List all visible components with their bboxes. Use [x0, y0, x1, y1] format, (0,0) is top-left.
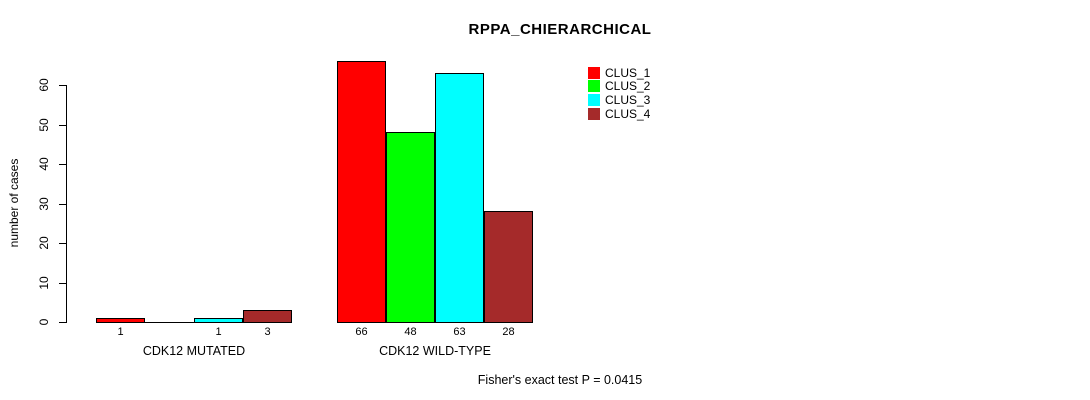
y-axis-tick [59, 125, 66, 126]
bar-clus-2-cdk12-mutated [145, 322, 194, 323]
bar-value-label: 66 [355, 326, 368, 338]
legend-item-clus-1: CLUS_1 [588, 66, 650, 80]
legend-item-clus-3: CLUS_3 [588, 93, 650, 107]
y-axis-tick-label: 10 [37, 276, 51, 290]
chart-title: RPPA_CHIERARCHICAL [468, 21, 652, 38]
bar-clus-4-cdk12-mutated [243, 310, 292, 323]
y-axis-title: number of cases [7, 158, 21, 248]
y-axis-tick [59, 243, 66, 244]
bar-value-label: 63 [453, 326, 466, 338]
legend-swatch-clus-4 [588, 107, 600, 120]
bar-clus-2-cdk12-wild-type [386, 132, 435, 323]
y-axis-tick-label: 40 [37, 157, 51, 171]
y-axis-tick-label: 60 [37, 78, 51, 92]
x-category-label: CDK12 WILD-TYPE [379, 344, 491, 358]
fisher-test-annotation: Fisher's exact test P = 0.0415 [477, 373, 643, 387]
legend-label-clus-3: CLUS_3 [605, 92, 651, 107]
bar-value-label: 28 [502, 326, 515, 338]
y-axis-tick-label: 50 [37, 118, 51, 132]
y-axis-line [66, 85, 67, 323]
y-axis-tick-label: 0 [37, 318, 51, 326]
legend-swatch-clus-1 [588, 66, 600, 79]
y-axis-tick [59, 204, 66, 205]
bar-value-label: 1 [117, 326, 124, 338]
legend-item-clus-2: CLUS_2 [588, 80, 650, 94]
bar-clus-3-cdk12-mutated [194, 318, 243, 323]
y-axis-tick-label: 30 [37, 197, 51, 211]
bar-clus-4-cdk12-wild-type [484, 211, 533, 323]
y-axis-tick [59, 322, 66, 323]
y-axis-tick [59, 164, 66, 165]
y-axis-tick [59, 85, 66, 86]
legend-swatch-clus-3 [588, 93, 600, 106]
bar-clus-1-cdk12-wild-type [337, 61, 386, 323]
legend-item-clus-4: CLUS_4 [588, 107, 650, 121]
legend-label-clus-1: CLUS_1 [605, 65, 651, 80]
bar-clus-3-cdk12-wild-type [435, 73, 484, 323]
bar-value-label: 1 [215, 326, 222, 338]
legend-label-clus-2: CLUS_2 [605, 79, 651, 94]
bar-clus-1-cdk12-mutated [96, 318, 145, 323]
bar-value-label: 48 [404, 326, 417, 338]
y-axis-tick [59, 283, 66, 284]
legend-swatch-clus-2 [588, 80, 600, 93]
y-axis-tick-label: 20 [37, 236, 51, 250]
x-category-label: CDK12 MUTATED [142, 344, 246, 358]
bar-value-label: 3 [264, 326, 271, 338]
legend-label-clus-4: CLUS_4 [605, 106, 651, 121]
legend: CLUS_1 CLUS_2 CLUS_3 CLUS_4 [588, 66, 650, 120]
